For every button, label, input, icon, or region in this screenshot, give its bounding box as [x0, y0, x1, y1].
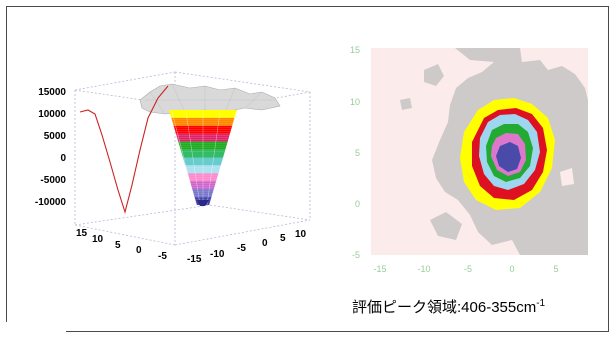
contour-y-tick: -5 [352, 250, 360, 260]
caption: 評価ピーク領域:406-355cm-1 [352, 296, 545, 317]
z-tick: -10000 [35, 197, 67, 208]
contour-x-tick: -5 [464, 264, 472, 274]
contour-x-tick: 0 [509, 264, 514, 274]
contour-patch [400, 98, 412, 110]
contour-x-tick: -15 [373, 264, 386, 274]
z-tick: 10000 [38, 109, 66, 120]
contour-level-blue [496, 142, 521, 172]
y-tick: 0 [262, 238, 268, 249]
y-tick: -15 [187, 254, 202, 265]
frame-gap [6, 322, 66, 334]
contour-patch [430, 212, 462, 240]
contour-y-tick: 15 [350, 45, 360, 55]
z-tick: 0 [60, 153, 66, 164]
x-tick: 5 [115, 240, 121, 251]
z-tick: 15000 [38, 87, 66, 98]
mesh-lines [145, 83, 275, 115]
x-tick: -5 [158, 251, 167, 262]
x-tick: 10 [92, 234, 104, 245]
y-tick: 10 [295, 229, 307, 240]
z-tick: 5000 [44, 131, 67, 142]
x-tick: 0 [136, 245, 142, 256]
y-tick: -5 [237, 243, 246, 254]
contour-y-tick: 5 [355, 148, 360, 158]
x-tick: 15 [76, 228, 88, 239]
contour-patch [524, 48, 535, 56]
contour-patch [570, 222, 588, 244]
y-tick: 5 [280, 233, 286, 244]
caption-text: 評価ピーク領域:406-355cm [352, 299, 537, 316]
contour-patch [560, 168, 574, 186]
contour-patch [424, 64, 444, 86]
caption-superscript: -1 [536, 298, 546, 309]
contour-y-tick: 10 [350, 97, 360, 107]
well-mesh-line [210, 111, 237, 206]
profile-line [79, 85, 169, 214]
contour-y-tick: 0 [355, 199, 360, 209]
well-tip [197, 200, 209, 206]
well-mesh-line [171, 111, 197, 206]
well-mesh-line [206, 111, 221, 206]
z-tick: -5000 [40, 175, 66, 186]
y-tick: -10 [210, 249, 225, 260]
colored-well [169, 110, 237, 206]
well-mesh-line [185, 111, 201, 206]
contour-x-tick: 5 [553, 264, 558, 274]
contour-x-tick: -10 [417, 264, 430, 274]
